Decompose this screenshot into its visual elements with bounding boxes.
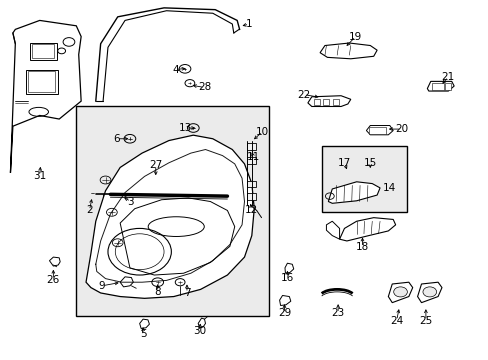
Text: 26: 26 (47, 275, 60, 285)
Text: 13: 13 (178, 123, 191, 133)
Text: 8: 8 (154, 287, 161, 297)
Text: 11: 11 (246, 152, 259, 162)
Text: 17: 17 (337, 158, 350, 168)
Bar (246, 143, 255, 149)
Text: 10: 10 (255, 127, 268, 136)
Text: 29: 29 (277, 309, 290, 318)
Bar (28, 71, 55, 92)
Polygon shape (86, 135, 254, 298)
Bar (323, 99, 329, 105)
Bar (246, 181, 255, 187)
Bar (332, 99, 338, 105)
Text: 5: 5 (140, 329, 146, 339)
Bar (246, 157, 255, 164)
Text: 30: 30 (193, 326, 206, 336)
Text: 24: 24 (389, 316, 403, 325)
Ellipse shape (422, 287, 436, 297)
Bar (246, 193, 255, 200)
Text: 21: 21 (441, 72, 454, 82)
Text: 7: 7 (183, 288, 190, 298)
Text: 23: 23 (331, 309, 344, 318)
Text: 15: 15 (363, 158, 376, 168)
Bar (445, 83, 450, 90)
Text: 4: 4 (172, 64, 178, 75)
Polygon shape (328, 182, 379, 203)
Text: 1: 1 (245, 19, 252, 29)
Text: 19: 19 (348, 32, 362, 41)
Text: 28: 28 (198, 82, 211, 93)
Text: 27: 27 (149, 160, 162, 170)
Bar (26, 69, 58, 94)
Bar (431, 83, 444, 90)
Text: 12: 12 (244, 206, 258, 216)
Text: 2: 2 (86, 206, 93, 216)
Text: 18: 18 (355, 242, 368, 252)
Text: 16: 16 (280, 273, 293, 283)
Text: 31: 31 (33, 171, 46, 181)
Bar (76, 107, 268, 316)
Bar (30, 42, 57, 60)
Bar (313, 99, 319, 105)
Text: 22: 22 (297, 90, 310, 100)
Bar (321, 146, 406, 212)
Text: 9: 9 (99, 281, 105, 291)
Bar (32, 44, 54, 58)
Text: 25: 25 (418, 316, 431, 325)
Ellipse shape (393, 287, 407, 297)
Text: 3: 3 (127, 197, 134, 207)
Bar (368, 127, 385, 134)
Text: 6: 6 (113, 134, 120, 144)
Text: 14: 14 (383, 183, 396, 193)
Text: 20: 20 (394, 124, 407, 134)
